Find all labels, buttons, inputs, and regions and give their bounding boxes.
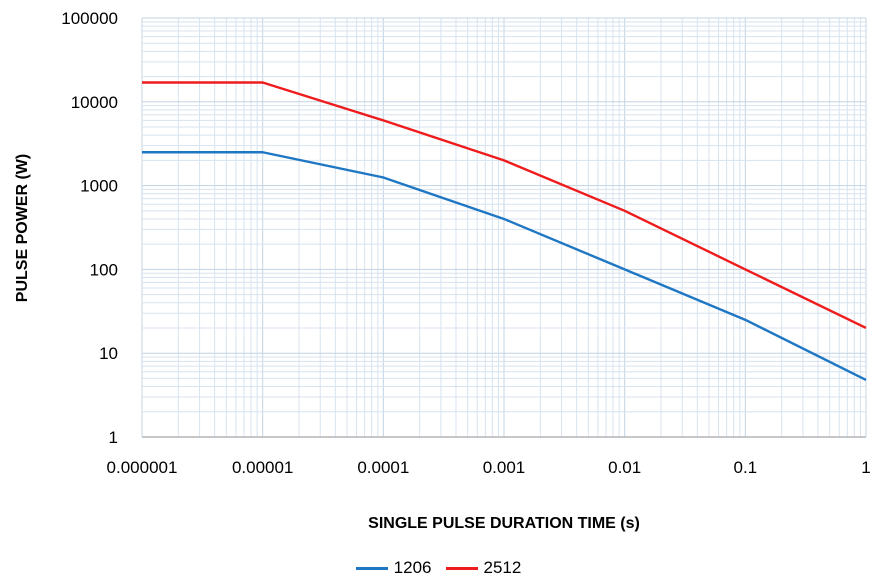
legend-swatch-1206: [355, 566, 388, 570]
legend-label-2512: 2512: [483, 558, 522, 577]
tick-labels: 0.000001 0.00001 0.0001 0.001 0.01 0.1 1 1 10 100…: [61, 9, 870, 477]
series-line-2512: [142, 81, 867, 330]
grid: [141, 17, 867, 438]
x-tick-label: 0.001: [483, 458, 526, 477]
y-axis-title: PULSE POWER (W): [14, 154, 31, 302]
y-tick-label: 1000: [80, 177, 118, 196]
legend-item-1206: 1206: [355, 558, 432, 578]
series-line-1206: [142, 151, 867, 381]
legend: 1206 2512: [0, 558, 877, 578]
legend-label-1206: 1206: [393, 558, 432, 577]
x-tick-label: 0.01: [608, 458, 641, 477]
x-tick-label: 0.1: [734, 458, 758, 477]
y-tick-label: 10000: [71, 93, 118, 112]
x-tick-label: 0.000001: [107, 458, 178, 477]
y-tick-label: 100: [90, 260, 118, 279]
y-tick-label: 100000: [61, 9, 118, 28]
x-tick-label: 1: [861, 458, 870, 477]
x-tick-label: 0.0001: [357, 458, 409, 477]
series-lines: [142, 81, 867, 381]
legend-swatch-2512: [445, 566, 478, 570]
y-tick-label: 10: [99, 344, 118, 363]
y-tick-label: 1: [109, 428, 118, 447]
legend-item-2512: 2512: [445, 558, 522, 578]
x-axis-title: SINGLE PULSE DURATION TIME (s): [368, 515, 640, 532]
x-tick-label: 0.00001: [232, 458, 293, 477]
